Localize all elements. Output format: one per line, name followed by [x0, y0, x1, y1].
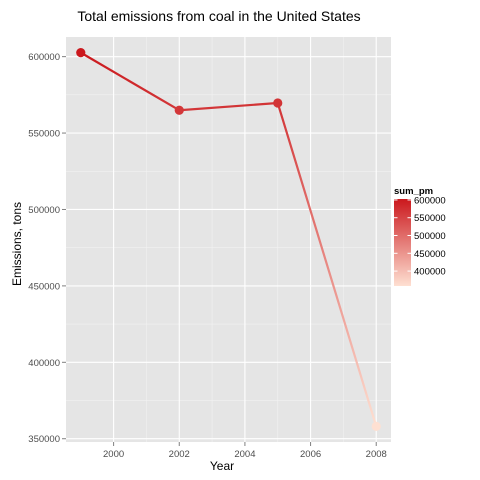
y-tick-label: 350000 [28, 434, 60, 445]
line-segment [79, 51, 181, 112]
legend-label: 400000 [414, 267, 446, 278]
legend-label: 450000 [414, 249, 446, 260]
data-point [371, 421, 381, 431]
legend-label: 550000 [414, 213, 446, 224]
chart-title: Total emissions from coal in the United … [77, 8, 360, 24]
line-segment [178, 101, 279, 112]
legend-color-bar [394, 199, 411, 286]
y-tick-label: 450000 [28, 281, 60, 292]
legend-title: sum_pm [394, 186, 433, 197]
x-axis: 2000 2002 2004 2006 2008 [103, 442, 387, 460]
series-line [79, 51, 378, 428]
x-tick-label: 2008 [366, 449, 387, 460]
legend: sum_pm 400000 450000 500000 550000 600000 [394, 186, 446, 286]
legend-label: 600000 [414, 195, 446, 206]
data-point [174, 105, 184, 115]
data-point [273, 98, 283, 108]
x-tick-label: 2002 [169, 449, 190, 460]
y-axis: 350000 400000 450000 500000 550000 600000 [28, 52, 66, 445]
y-tick-label: 500000 [28, 205, 60, 216]
line-segment [276, 101, 378, 428]
data-point [76, 48, 86, 58]
y-tick-label: 550000 [28, 129, 60, 140]
legend-label: 500000 [414, 231, 446, 242]
plot-panel [66, 37, 391, 442]
y-tick-label: 600000 [28, 52, 60, 63]
x-tick-label: 2006 [300, 449, 321, 460]
y-tick-label: 400000 [28, 358, 60, 369]
y-axis-title: Emissions, tons [10, 202, 24, 286]
data-points [76, 48, 381, 431]
x-tick-label: 2004 [234, 449, 255, 460]
x-tick-label: 2000 [103, 449, 124, 460]
x-axis-title: Year [210, 459, 234, 473]
